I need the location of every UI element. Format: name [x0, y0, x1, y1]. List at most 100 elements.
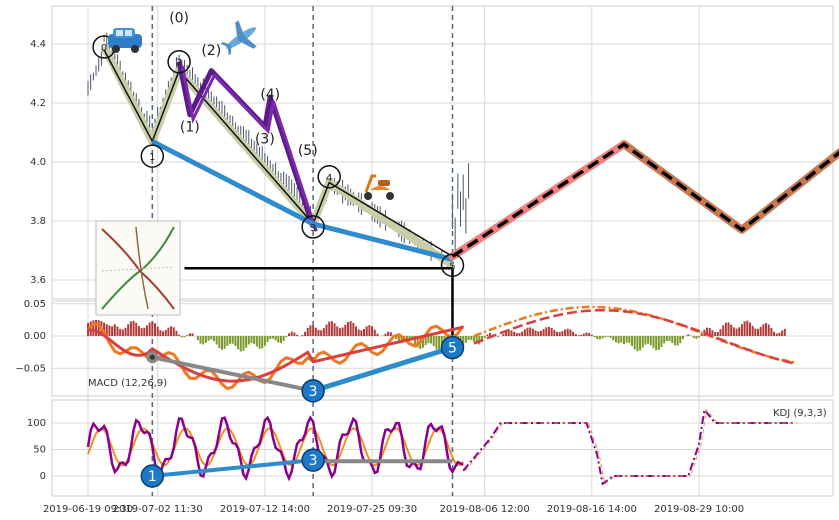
macd-bar [237, 336, 240, 350]
macd-bar [475, 336, 478, 344]
macd-bar [365, 326, 368, 336]
macd-bar [341, 327, 344, 336]
kdj-k-line [86, 415, 464, 482]
wave-label-circle [140, 144, 165, 168]
macd-bar [333, 323, 336, 336]
macd-bar [274, 336, 277, 341]
macd-bar [631, 336, 634, 346]
macd-bar [708, 328, 711, 336]
macd-bar [435, 336, 438, 350]
macd-gray-line [151, 355, 314, 393]
macd-bar [355, 326, 357, 336]
wave-label: 2 [176, 58, 182, 69]
macd-bar [140, 328, 143, 336]
macd-bar [344, 324, 347, 336]
macd-bar [762, 324, 765, 336]
macd-bar [277, 336, 280, 343]
macd-bar [266, 336, 269, 342]
macd-label: MACD (12,26,9) [88, 378, 167, 389]
subwave-label: (2) [201, 43, 221, 59]
macd-bar [531, 328, 534, 336]
macd-bar [239, 336, 242, 352]
macd-bar [781, 330, 784, 336]
macd-bar [748, 322, 751, 336]
macd-bar [282, 336, 285, 342]
macd-bar [497, 336, 500, 337]
macd-bar [255, 336, 258, 347]
macd-bar [489, 333, 491, 336]
forecast-dashed-line [451, 142, 839, 258]
wave-label: 0 [101, 43, 107, 54]
macd-bar [614, 336, 617, 343]
macd-bar [317, 329, 320, 336]
macd-bar [505, 331, 508, 336]
macd-bar [263, 336, 266, 346]
macd-bar [483, 336, 486, 339]
macd-bar [537, 331, 540, 336]
macd-bar [397, 336, 400, 343]
kdj-wave-circle [301, 448, 325, 472]
macd-bar [320, 330, 323, 336]
macd-bar [288, 333, 290, 336]
macd-bar [234, 336, 237, 347]
subwave-label: (4) [260, 87, 280, 103]
macd-wave-circle [301, 379, 325, 403]
macd-bar [285, 336, 288, 338]
macd-bar [357, 329, 360, 336]
macd-bar [113, 324, 116, 336]
macd-bar [196, 336, 199, 341]
macd-bar [558, 332, 561, 336]
wave-black-line [103, 49, 453, 258]
wave-label: 1 [149, 152, 155, 163]
kdj-wave-label: 3 [309, 453, 318, 469]
macd-line [87, 325, 464, 383]
macd-bar [783, 328, 786, 336]
macd-bar [175, 330, 178, 336]
macd-bar [258, 336, 261, 349]
macd-bar [250, 336, 253, 343]
macd-bar [628, 336, 631, 344]
subwave-label: (0) [169, 10, 189, 26]
macd-bar [223, 336, 226, 349]
macd-bar [663, 336, 666, 344]
macd-bar [561, 331, 564, 336]
macd-bar [590, 334, 593, 336]
y-tick-label: 0.05 [24, 299, 46, 310]
x-tick-label: 2019-06-19 09:30 [43, 504, 133, 515]
macd-bar [507, 330, 510, 336]
macd-bar [164, 330, 167, 336]
macd-bar [550, 327, 553, 336]
macd-bar [754, 328, 757, 336]
y-tick-label: 3.6 [30, 275, 46, 286]
macd-bar [660, 336, 663, 348]
macd-bar [352, 322, 355, 336]
macd-bar [759, 326, 762, 336]
macd-bar [245, 336, 248, 348]
macd-bar [376, 333, 379, 336]
kdj-forecast-line-2 [464, 408, 798, 485]
macd-bar [373, 329, 376, 336]
macd-bar [773, 331, 776, 336]
wave-label-circle [167, 49, 191, 74]
macd-bar [625, 336, 628, 343]
x-tick-label: 2019-07-02 11:30 [113, 504, 203, 515]
y-tick-label: 0.00 [24, 331, 46, 342]
macd-bar [577, 335, 580, 336]
macd-bar [470, 336, 473, 340]
macd-wave-label: 5 [448, 341, 457, 357]
macd-bar [652, 336, 655, 349]
macd-bar [422, 336, 424, 348]
macd-bar [746, 320, 749, 336]
macd-bar [668, 336, 671, 342]
macd-bar [271, 336, 274, 339]
macd-bar [229, 336, 232, 344]
macd-bar [657, 336, 660, 350]
macd-bar [518, 333, 521, 336]
y-tick-label: −0.05 [15, 363, 46, 374]
macd-bar [596, 336, 599, 340]
macd-bar [215, 336, 218, 345]
car-icon [108, 28, 142, 53]
macd-bar [740, 324, 743, 336]
macd-bar [564, 329, 567, 336]
x-tick-label: 2019-07-25 09:30 [327, 504, 417, 515]
